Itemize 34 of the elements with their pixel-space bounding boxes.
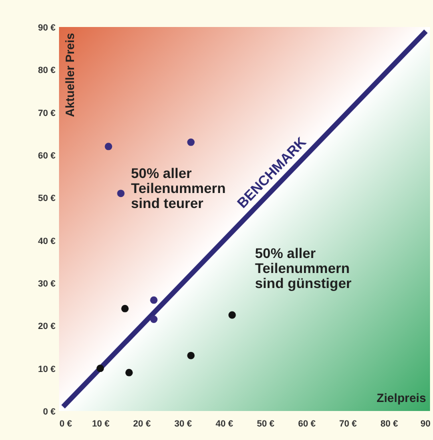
point (96, 364, 104, 372)
y-axis-title: Aktueller Preis (63, 32, 77, 118)
point (104, 142, 112, 150)
point (187, 352, 195, 360)
y-tick-label: 20 € (38, 321, 56, 332)
y-tick-label: 90 € (38, 22, 56, 32)
x-tick-label: 60 € (298, 418, 316, 428)
x-tick-label: 50 € (256, 418, 274, 428)
y-tick-label: 70 € (38, 108, 56, 118)
y-tick-label: 80 € (38, 65, 56, 76)
point (117, 190, 125, 198)
x-tick-label: 0 € (60, 418, 72, 428)
y-tick-label: 0 € (42, 406, 56, 416)
annotation: 50% aller Teilenummern sind günstiger (255, 245, 352, 291)
point (228, 311, 236, 319)
x-tick-label: 80 € (380, 418, 398, 428)
x-tick-label: 20 € (133, 418, 151, 428)
x-tick-label: 90 (420, 418, 430, 428)
y-tick-label: 10 € (38, 364, 56, 374)
point (125, 368, 133, 376)
y-tick-label: 50 € (38, 193, 56, 204)
point (187, 138, 195, 146)
y-tick-label: 60 € (38, 150, 56, 160)
x-axis-title: Zielpreis (376, 391, 426, 405)
x-tick-label: 10 € (92, 418, 110, 428)
point (121, 304, 129, 312)
x-tick-label: 40 € (216, 418, 234, 428)
y-tick-label: 30 € (38, 278, 56, 288)
annotation: 50% aller Teilenummern sind teurer (131, 165, 226, 211)
x-tick-label: 70 € (339, 418, 357, 428)
point (150, 296, 158, 304)
point (150, 316, 158, 323)
x-tick-label: 30 € (174, 418, 192, 428)
y-tick-label: 40 € (38, 236, 56, 246)
